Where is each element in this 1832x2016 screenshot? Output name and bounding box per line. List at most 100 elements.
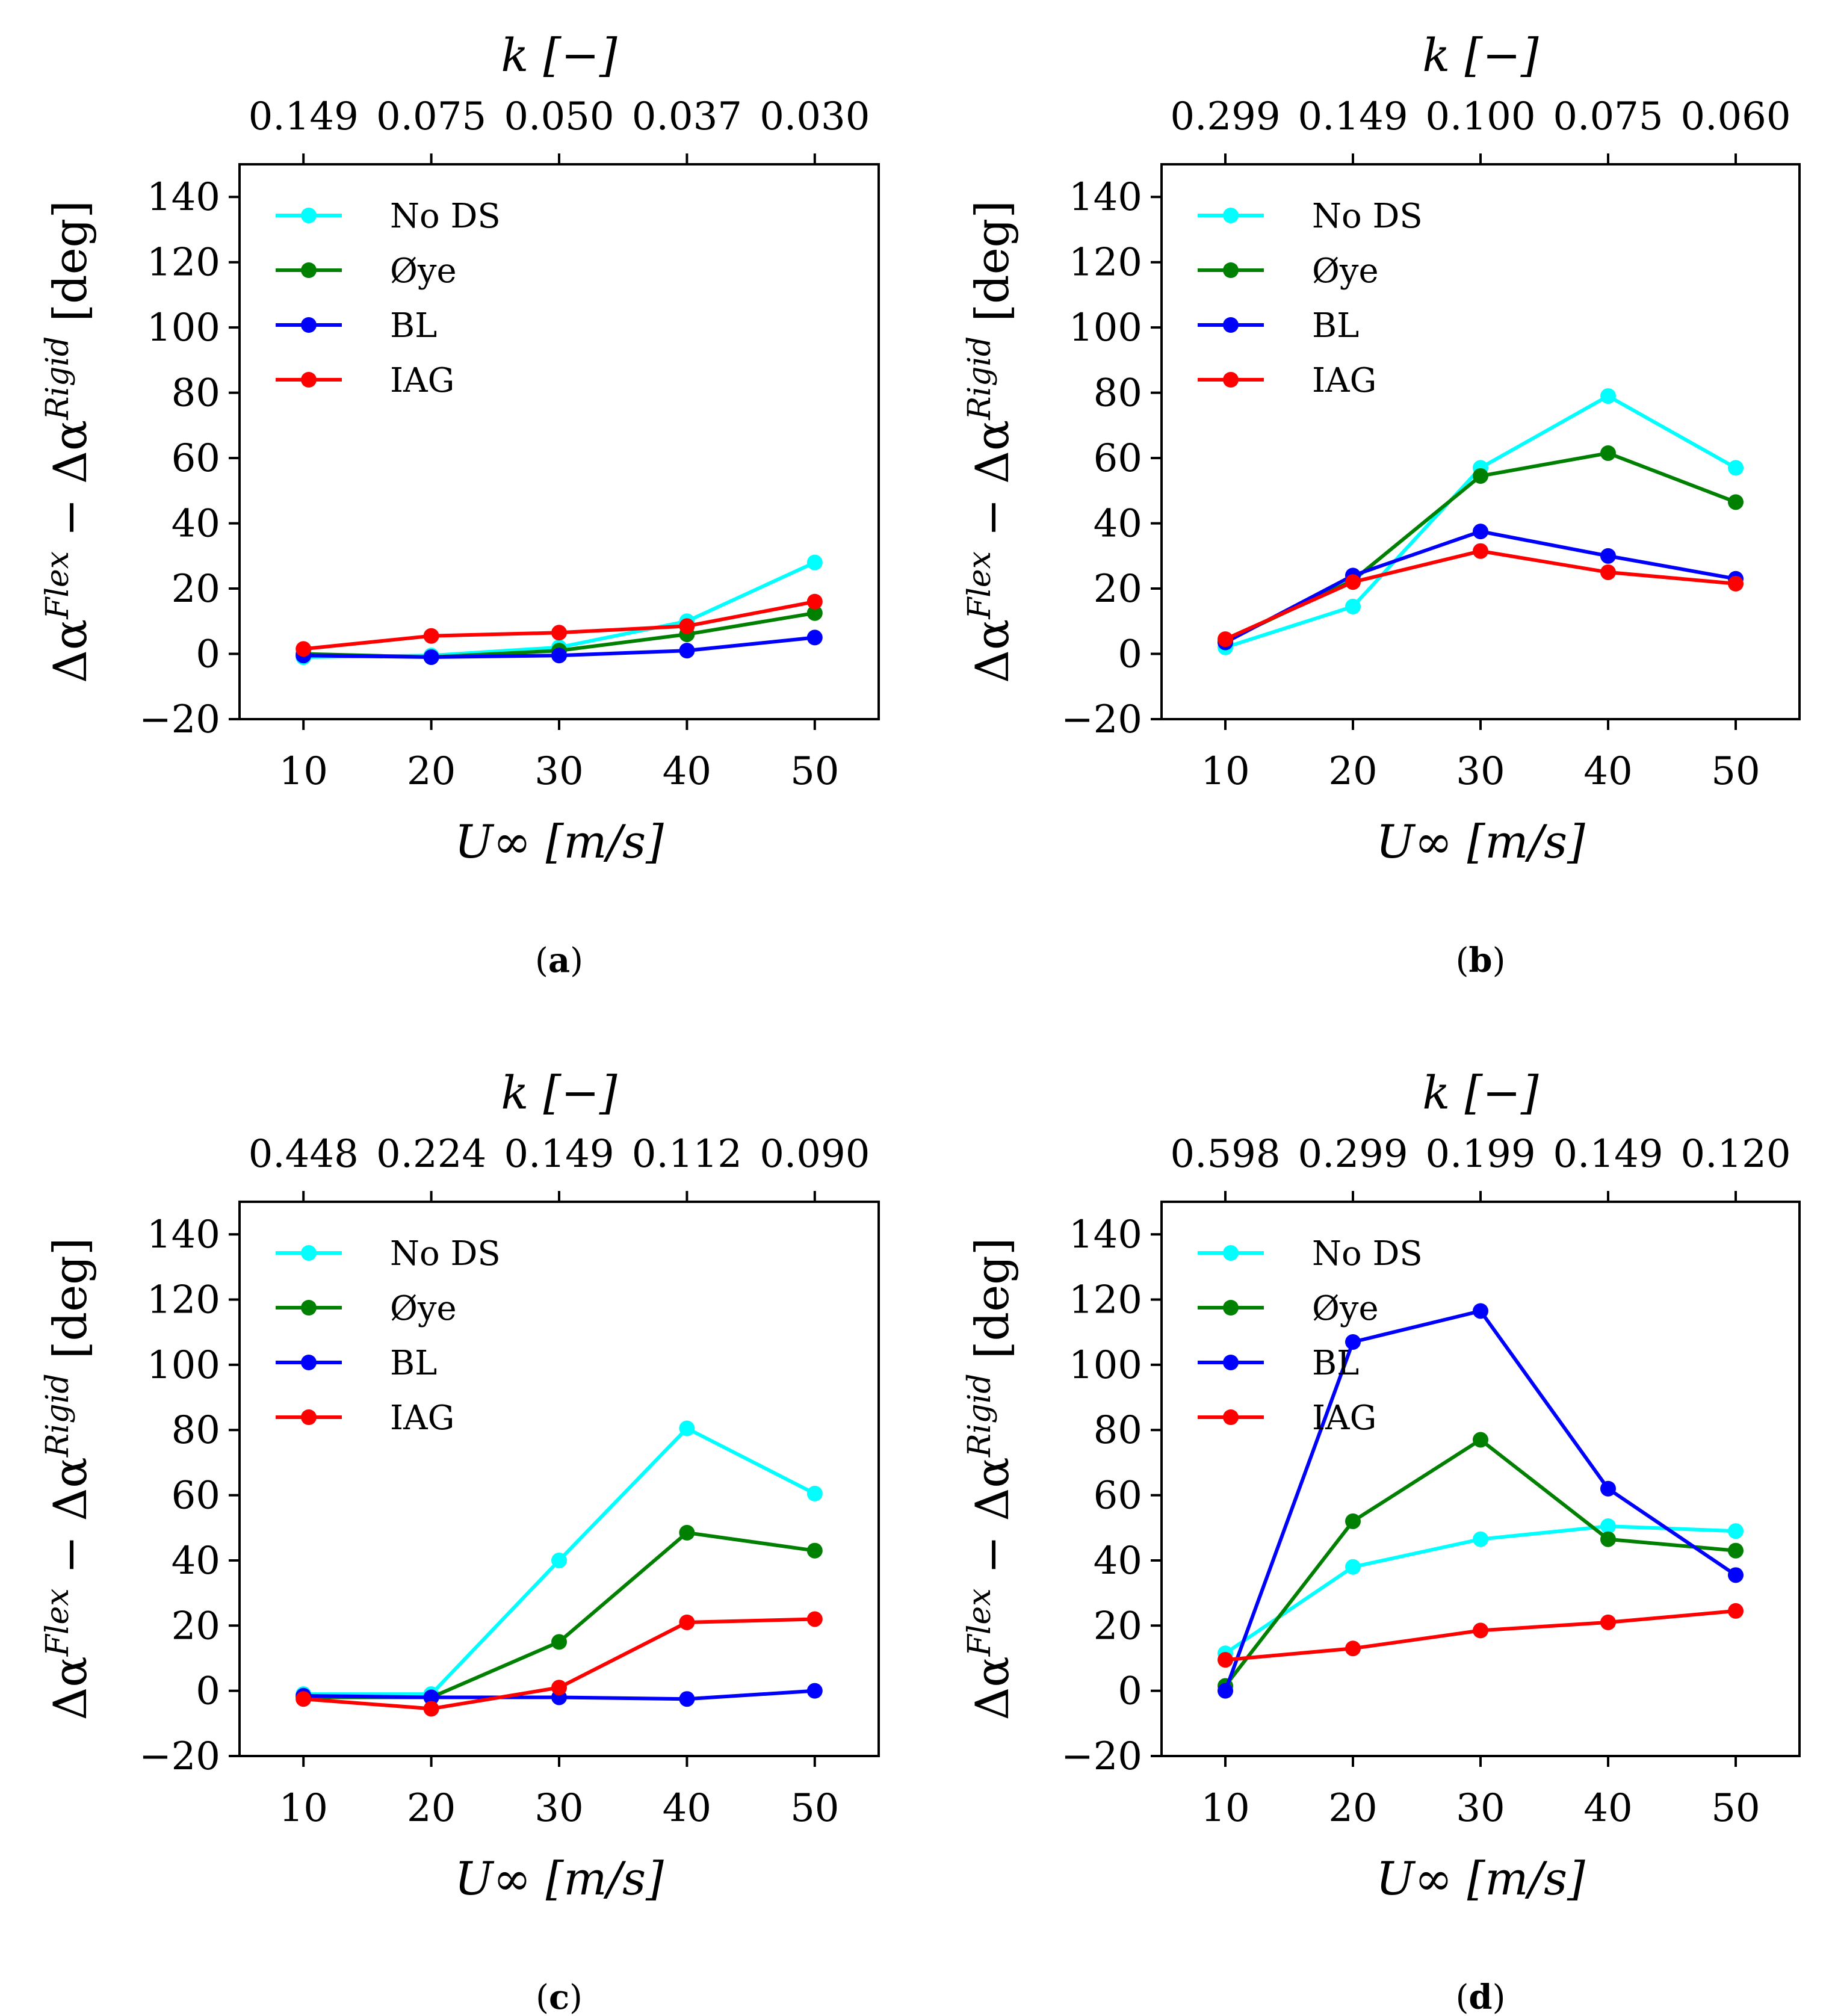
x-tick-label: 10	[279, 749, 327, 794]
x-tick-label: 40	[1583, 1786, 1632, 1831]
top-tick-label: 0.149	[504, 1132, 614, 1177]
x-tick-label: 30	[534, 1786, 583, 1831]
top-axis-label: k [−]	[1422, 28, 1539, 82]
x-tick-label: 20	[1328, 749, 1377, 794]
legend-label: BL	[390, 306, 437, 345]
legend-label: Øye	[1312, 252, 1379, 291]
y-tick-label: 100	[1069, 306, 1142, 350]
series-point	[679, 1614, 695, 1630]
y-tick-label: 80	[1094, 371, 1142, 416]
legend-marker	[1223, 1409, 1239, 1425]
series-point	[679, 1420, 695, 1436]
x-tick-label: 30	[1456, 749, 1505, 794]
y-tick-label: 60	[172, 1474, 220, 1518]
panel-d: 140 120 100 80 60 40 20 0 −20 10 0.598 20 0.299 30 0.1…	[962, 1066, 1801, 2016]
top-tick-label: 0.149	[1553, 1132, 1663, 1177]
top-tick-label: 0.100	[1425, 94, 1535, 139]
series-point	[1728, 494, 1744, 510]
x-axis-label: U∞ [m/s]	[1376, 1852, 1585, 1905]
y-tick-label: 40	[172, 1539, 220, 1583]
legend-label: IAG	[1312, 361, 1376, 400]
x-axis-label: U∞ [m/s]	[1376, 815, 1585, 868]
series-point	[423, 649, 439, 665]
y-axis-label: ΔαFlex − ΔαRigid [deg]	[40, 1238, 97, 1721]
series-point	[423, 1701, 439, 1717]
top-axis-label: k [−]	[1422, 1066, 1539, 1119]
x-tick-label: 40	[1583, 749, 1632, 794]
legend-label: Øye	[390, 1289, 457, 1328]
series-point	[1345, 1640, 1361, 1657]
y-tick-label: 0	[196, 632, 220, 677]
series-point	[806, 629, 823, 646]
legend-label: IAG	[1312, 1399, 1376, 1438]
y-tick-label: 0	[1118, 632, 1142, 677]
series-point	[423, 628, 439, 644]
y-tick-label: 80	[1094, 1408, 1142, 1453]
x-tick-label: 40	[663, 1786, 711, 1831]
x-tick-label: 20	[407, 1786, 456, 1831]
y-tick-label: 0	[196, 1669, 220, 1714]
series-point	[806, 1485, 823, 1501]
top-tick-label: 0.075	[1553, 94, 1663, 139]
top-tick-label: 0.299	[1170, 94, 1280, 139]
series-point	[423, 1689, 439, 1705]
series-point	[551, 1634, 567, 1650]
series-point	[1728, 1542, 1744, 1559]
y-tick-label: 140	[1069, 175, 1142, 220]
series-point	[1728, 575, 1744, 592]
y-tick-label: 0	[1118, 1669, 1142, 1714]
series-point	[1345, 1334, 1361, 1350]
panel-caption: (c)	[536, 1977, 583, 2016]
top-axis-label: k [−]	[501, 1066, 617, 1119]
series-point	[1345, 1559, 1361, 1575]
series-point	[806, 593, 823, 610]
series-point	[679, 1691, 695, 1707]
legend-marker	[301, 372, 317, 388]
y-tick-label: 140	[1069, 1213, 1142, 1257]
y-tick-label: 100	[147, 306, 220, 350]
top-tick-label: 0.598	[1170, 1132, 1280, 1177]
panel-caption: (a)	[535, 941, 583, 980]
legend-marker	[1223, 372, 1239, 388]
legend-label: Øye	[390, 252, 457, 291]
panel-a: 140 120 100 80 60 40 20 0 −20 10 0.149 20 0.075 30 0.0…	[40, 28, 880, 980]
series-point	[679, 618, 695, 634]
y-tick-label: 20	[172, 567, 220, 611]
top-tick-label: 0.120	[1680, 1132, 1790, 1177]
y-tick-label: 60	[1094, 1474, 1142, 1518]
series-point	[551, 625, 567, 641]
x-axis-label: U∞ [m/s]	[454, 815, 664, 868]
legend-marker	[301, 208, 317, 223]
series-point	[1345, 598, 1361, 614]
legend-label: Øye	[1312, 1289, 1379, 1328]
legend-marker	[301, 1409, 317, 1425]
legend-marker	[1223, 317, 1239, 333]
series-point	[1345, 574, 1361, 590]
y-axis-label: ΔαFlex − ΔαRigid [deg]	[962, 200, 1019, 683]
x-tick-label: 10	[1201, 749, 1249, 794]
legend-label: No DS	[390, 197, 501, 236]
top-tick-label: 0.224	[376, 1132, 486, 1177]
legend-label: No DS	[390, 1234, 501, 1273]
y-tick-label: 80	[172, 1408, 220, 1453]
legend-marker	[1223, 1355, 1239, 1370]
x-tick-label: 50	[790, 1786, 839, 1831]
series-point	[1600, 445, 1616, 461]
y-tick-label: 40	[1094, 1539, 1142, 1583]
series-point	[1728, 1523, 1744, 1539]
top-tick-label: 0.299	[1298, 1132, 1408, 1177]
top-tick-label: 0.090	[760, 1132, 870, 1177]
x-tick-label: 30	[534, 749, 583, 794]
legend-label: No DS	[1312, 1234, 1423, 1273]
series-point	[1728, 460, 1744, 476]
legend-marker	[1223, 262, 1239, 278]
panel-caption: (d)	[1456, 1977, 1506, 2016]
panel-b: 140 120 100 80 60 40 20 0 −20 10 0.299 20 0.149 30 0.1…	[962, 28, 1801, 980]
series-point	[679, 1524, 695, 1541]
y-tick-label: 80	[172, 371, 220, 416]
series-point	[1473, 543, 1488, 559]
series-point	[296, 1691, 312, 1707]
top-axis-label: k [−]	[501, 28, 617, 82]
y-tick-label: −20	[1061, 697, 1142, 742]
x-tick-label: 20	[1328, 1786, 1377, 1831]
